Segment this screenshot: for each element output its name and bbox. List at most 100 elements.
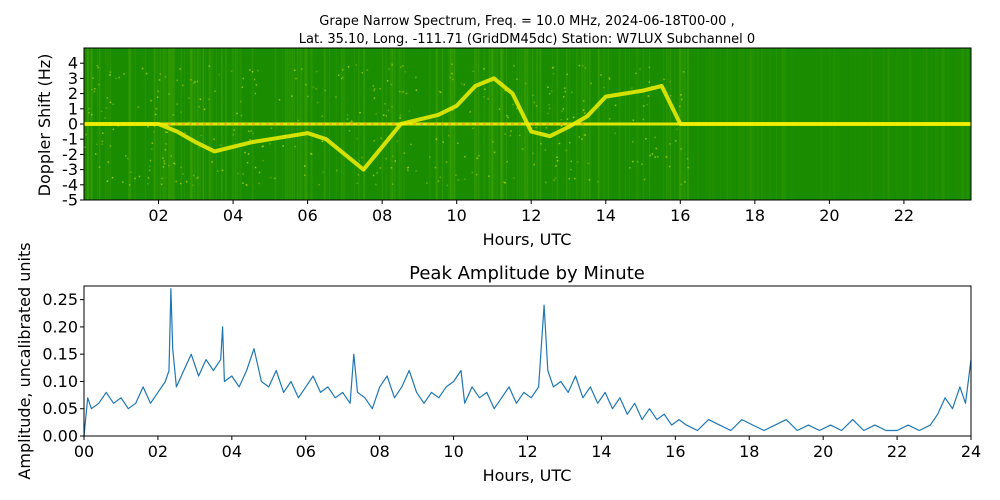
spectrogram-speckle — [654, 156, 656, 158]
spectrogram-speckle — [609, 118, 611, 120]
spectrogram-speckle — [574, 177, 576, 180]
spectrogram-speckle — [600, 74, 602, 76]
spectrogram-speckle — [682, 71, 685, 73]
spectrogram-speckle — [578, 136, 580, 138]
spectrogram-speckle — [95, 153, 97, 155]
spectrogram-speckle — [563, 96, 565, 98]
spectrogram-speckle — [556, 156, 558, 158]
spectrogram-speckle — [88, 107, 90, 110]
spectrogram-speckle — [162, 157, 164, 159]
spectrogram-speckle — [161, 177, 163, 180]
spectrogram-speckle — [310, 152, 312, 155]
spectrogram-speckle — [307, 95, 309, 98]
spectrogram-x-tick-label: 12 — [521, 206, 541, 225]
spectrogram-speckle — [588, 179, 591, 181]
spectrogram-speckle — [665, 156, 668, 158]
spectrogram-speckle — [316, 101, 319, 104]
spectrogram-speckle — [399, 114, 402, 116]
spectrogram-speckle — [648, 66, 651, 69]
spectrogram-speckle — [553, 179, 556, 181]
spectrogram-speckle — [581, 138, 583, 140]
spectrogram-speckle — [164, 148, 167, 151]
spectrogram-speckle — [516, 78, 518, 80]
spectrogram-x-axis-label: Hours, UTC — [483, 230, 572, 249]
spectrogram-speckle — [301, 68, 303, 70]
spectrogram-speckle — [151, 142, 154, 144]
spectrogram-speckle — [84, 146, 86, 148]
spectrogram-speckle — [92, 77, 94, 79]
amplitude-panel: Peak Amplitude by Minute 00 02 04 06 08 10 12 1… — [15, 242, 981, 485]
spectrogram-speckle — [359, 111, 361, 114]
spectrogram-speckle — [405, 92, 408, 95]
spectrogram-speckle — [629, 167, 631, 169]
spectrogram-y-tick-label: 2 — [68, 84, 78, 103]
spectrogram-speckle — [475, 173, 478, 176]
spectrogram-speckle — [130, 171, 132, 173]
spectrogram-speckle — [513, 64, 515, 67]
spectrogram-speckle — [392, 155, 394, 157]
amplitude-x-tick-label: 06 — [296, 442, 316, 461]
spectrogram-speckle — [488, 175, 490, 177]
spectrogram-speckle — [162, 166, 165, 168]
spectrogram-speckle — [258, 182, 260, 185]
spectrogram-speckle — [519, 134, 521, 137]
spectrogram-speckle — [396, 140, 399, 142]
spectrogram-speckle — [548, 93, 551, 95]
spectrogram-speckle — [109, 101, 112, 104]
spectrogram-speckle — [324, 89, 326, 92]
spectrogram-speckle — [90, 88, 93, 91]
spectrogram-speckle — [669, 143, 671, 145]
spectrogram-speckle — [540, 142, 542, 145]
amplitude-x-tick-label: 14 — [591, 442, 611, 461]
spectrogram-speckle — [165, 131, 167, 133]
spectrogram-speckle — [385, 115, 387, 117]
spectrogram-speckle — [148, 169, 151, 172]
spectrogram-speckle — [656, 156, 659, 158]
spectrogram-speckle — [571, 91, 573, 93]
spectrogram-speckle — [93, 90, 96, 93]
spectrogram-speckle — [535, 126, 537, 129]
spectrogram-speckle — [402, 65, 404, 67]
spectrogram-speckle — [584, 67, 587, 69]
spectrogram-speckle — [274, 177, 276, 180]
spectrogram-speckle — [434, 166, 437, 169]
spectrogram-speckle — [101, 140, 104, 142]
spectrogram-speckle — [153, 125, 156, 127]
spectrogram-speckle — [642, 118, 645, 121]
spectrogram-speckle — [157, 90, 159, 93]
spectrogram-speckle — [399, 66, 402, 69]
spectrogram-speckle — [168, 164, 170, 167]
spectrogram-speckle — [399, 117, 401, 119]
spectrogram-speckle — [147, 125, 149, 128]
spectrogram-speckle — [435, 138, 438, 140]
spectrogram-speckle — [509, 134, 511, 137]
spectrogram-y-tick-label: 0 — [68, 115, 78, 134]
spectrogram-speckle — [645, 138, 647, 140]
spectrogram-speckle — [608, 78, 611, 80]
spectrogram-speckle — [98, 166, 101, 168]
spectrogram-speckle — [147, 177, 150, 179]
spectrogram-x-tick-label: 04 — [223, 206, 243, 225]
spectrogram-speckle — [356, 182, 359, 185]
spectrogram-speckle — [388, 68, 390, 70]
spectrogram-speckle — [556, 160, 559, 162]
spectrogram-speckle — [560, 125, 563, 127]
spectrogram-speckle — [156, 96, 159, 98]
spectrogram-speckle — [197, 176, 199, 179]
spectrogram-speckle — [547, 86, 549, 88]
spectrogram-speckle — [91, 113, 93, 116]
spectrogram-speckle — [584, 134, 587, 136]
spectrogram-speckle — [590, 82, 592, 85]
spectrogram-speckle — [165, 143, 167, 145]
spectrogram-speckle — [379, 88, 381, 90]
spectrogram-speckle — [261, 145, 264, 148]
spectrogram-speckle — [451, 72, 453, 75]
spectrogram-speckle — [347, 66, 350, 68]
spectrogram-speckle — [561, 110, 563, 112]
spectrogram-speckle — [576, 161, 579, 163]
spectrogram-speckle — [447, 134, 450, 137]
spectrogram-speckle — [194, 81, 196, 83]
amplitude-chart-title: Peak Amplitude by Minute — [409, 263, 645, 284]
spectrogram-speckle — [179, 68, 181, 70]
spectrogram-speckle — [127, 157, 129, 160]
